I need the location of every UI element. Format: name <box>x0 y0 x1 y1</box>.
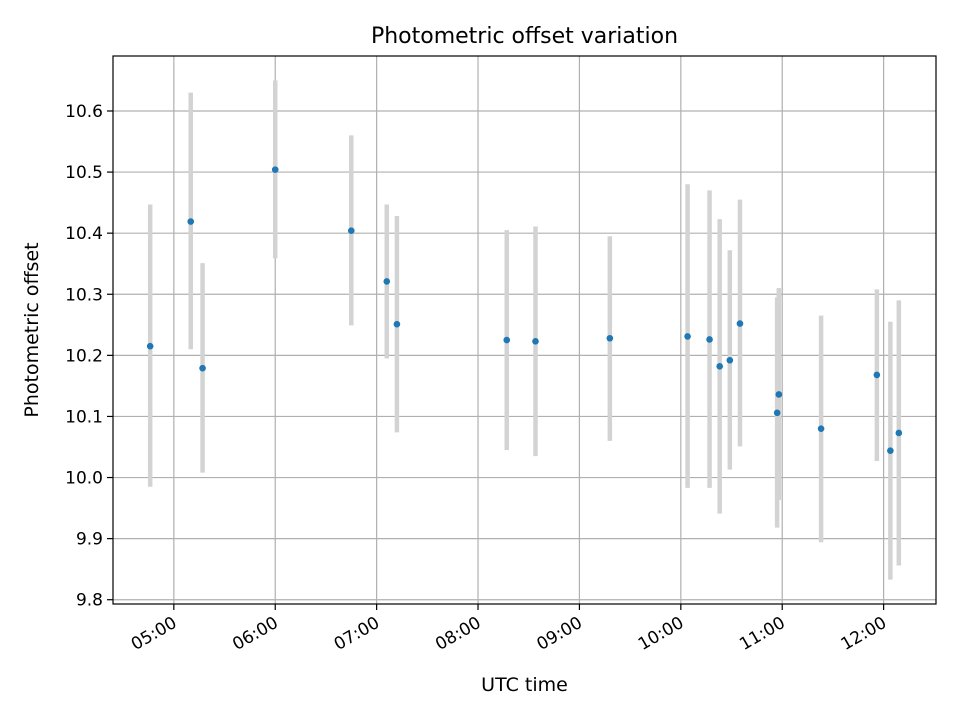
data-point <box>503 336 511 344</box>
y-tick-label: 10.3 <box>65 285 103 305</box>
data-point <box>393 320 401 328</box>
data-point <box>347 227 355 235</box>
y-tick-label: 10.5 <box>65 163 103 183</box>
data-point <box>199 364 206 372</box>
data-point <box>187 218 195 225</box>
grid-lines <box>113 56 936 604</box>
data-point <box>532 338 539 345</box>
data-point <box>887 447 894 454</box>
data-point <box>146 342 154 350</box>
plot-frame <box>112 55 937 605</box>
data-point <box>684 333 691 340</box>
data-point <box>817 425 825 432</box>
y-tick-label: 9.9 <box>76 530 103 550</box>
data-points <box>146 166 903 454</box>
x-axis-label: UTC time <box>481 674 568 696</box>
chart-title: Photometric offset variation <box>371 24 678 49</box>
y-tick-label: 10.0 <box>65 469 103 489</box>
data-point <box>606 334 614 342</box>
data-point <box>716 363 723 370</box>
y-tick-label: 10.4 <box>65 224 103 244</box>
plot-area <box>113 56 936 604</box>
y-tick-label: 9.8 <box>76 591 103 611</box>
data-point <box>773 409 781 417</box>
data-point <box>271 166 279 173</box>
data-point <box>895 429 903 437</box>
y-axis-ticks: 9.8 9.9 10.0 10.1 10.2 10.3 10.4 10.5 10.6 <box>65 102 113 611</box>
data-point <box>736 320 744 327</box>
data-point <box>775 391 783 398</box>
y-tick-label: 10.6 <box>65 102 103 122</box>
y-axis-label: Photometric offset <box>21 242 43 417</box>
data-point <box>383 278 391 285</box>
data-point <box>726 356 734 364</box>
data-point <box>873 371 881 379</box>
data-point <box>706 336 713 343</box>
y-tick-label: 10.1 <box>65 407 103 427</box>
y-tick-label: 10.2 <box>65 346 103 366</box>
